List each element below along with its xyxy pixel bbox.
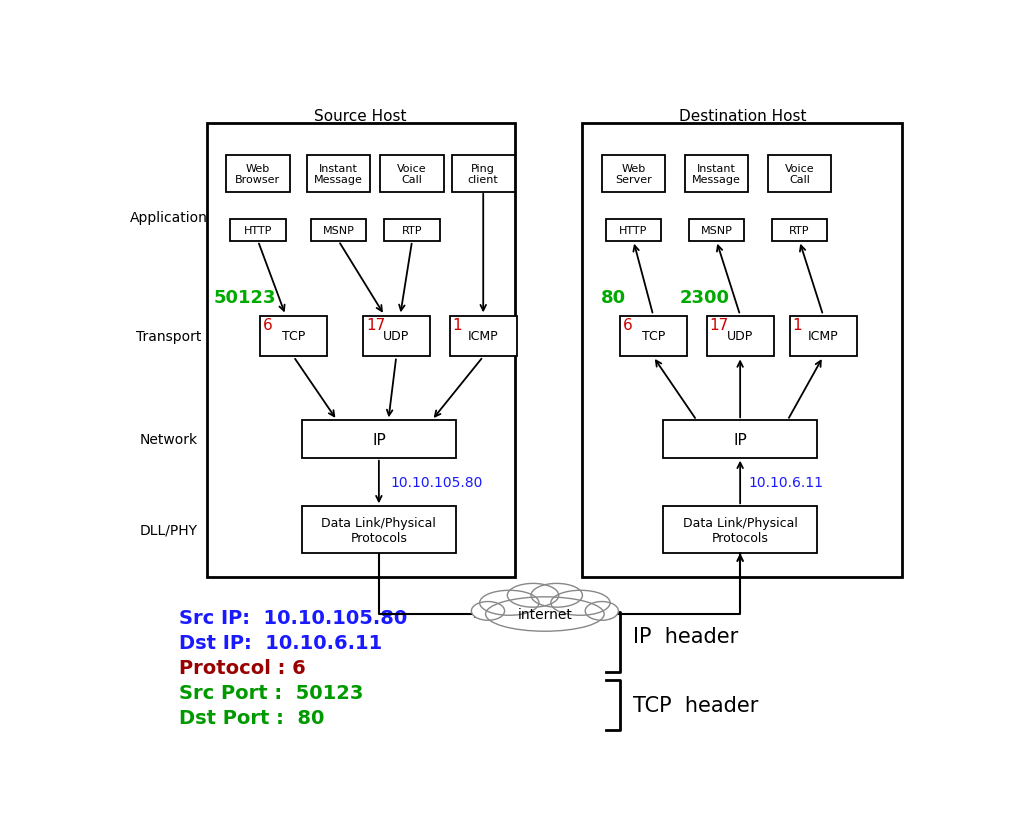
FancyBboxPatch shape [688,219,744,241]
Text: Data Link/Physical
Protocols: Data Link/Physical Protocols [682,516,797,544]
Text: Ping
client: Ping client [468,164,498,185]
FancyBboxPatch shape [449,316,517,356]
Text: 10.10.6.11: 10.10.6.11 [747,476,822,490]
Text: RTP: RTP [789,225,809,236]
Text: 80: 80 [600,289,626,307]
FancyBboxPatch shape [302,507,455,553]
FancyBboxPatch shape [307,155,370,193]
Text: TCP  header: TCP header [633,695,758,715]
Text: ICMP: ICMP [468,330,498,343]
Text: Voice
Call: Voice Call [784,164,813,185]
Text: Src IP:  10.10.105.80: Src IP: 10.10.105.80 [178,608,407,627]
Text: Source Host: Source Host [314,109,407,124]
Text: IP: IP [733,432,746,447]
Text: MSNP: MSNP [700,225,732,236]
Text: 1: 1 [792,318,802,333]
Ellipse shape [479,590,538,615]
Text: internet: internet [517,607,572,621]
Text: 17: 17 [366,318,385,333]
FancyBboxPatch shape [662,421,816,458]
Text: Transport: Transport [136,329,201,343]
Text: Network: Network [140,433,198,447]
Text: ICMP: ICMP [807,330,838,343]
Text: UDP: UDP [727,330,752,343]
FancyBboxPatch shape [619,316,686,356]
Text: HTTP: HTTP [619,225,647,236]
Text: MSNP: MSNP [322,225,355,236]
FancyBboxPatch shape [771,219,826,241]
Text: 6: 6 [623,318,632,333]
Text: RTP: RTP [401,225,422,236]
Text: Dst Port :  80: Dst Port : 80 [178,708,324,727]
Ellipse shape [585,602,618,620]
FancyBboxPatch shape [605,219,660,241]
Text: 17: 17 [709,318,729,333]
Text: IP  header: IP header [633,626,738,646]
Text: Data Link/Physical
Protocols: Data Link/Physical Protocols [321,516,436,544]
FancyBboxPatch shape [302,421,455,458]
FancyBboxPatch shape [226,155,289,193]
FancyBboxPatch shape [601,155,664,193]
Ellipse shape [531,584,582,607]
Text: 6: 6 [263,318,272,333]
Text: Dst IP:  10.10.6.11: Dst IP: 10.10.6.11 [178,633,382,652]
Text: TCP: TCP [281,330,305,343]
Bar [582,124,902,577]
Text: Instant
Message: Instant Message [691,164,740,185]
Text: Voice
Call: Voice Call [396,164,427,185]
FancyBboxPatch shape [311,219,366,241]
FancyBboxPatch shape [384,219,439,241]
Text: 2300: 2300 [679,289,729,307]
FancyBboxPatch shape [230,219,285,241]
FancyBboxPatch shape [684,155,747,193]
Text: Web
Server: Web Server [614,164,651,185]
Text: Src Port :  50123: Src Port : 50123 [178,683,363,702]
FancyBboxPatch shape [260,316,327,356]
Text: Instant
Message: Instant Message [314,164,363,185]
FancyBboxPatch shape [451,155,515,193]
Ellipse shape [485,597,603,632]
Text: DLL/PHY: DLL/PHY [140,523,198,537]
Ellipse shape [550,590,609,615]
Text: IP: IP [372,432,385,447]
Text: Application: Application [129,211,207,225]
Text: Web
Browser: Web Browser [235,164,280,185]
Text: UDP: UDP [383,330,409,343]
Text: 10.10.105.80: 10.10.105.80 [390,476,483,490]
FancyBboxPatch shape [767,155,830,193]
FancyBboxPatch shape [662,507,816,553]
Ellipse shape [471,602,504,620]
FancyBboxPatch shape [789,316,856,356]
Text: Destination Host: Destination Host [678,109,805,124]
Bar [206,124,515,577]
Text: TCP: TCP [641,330,664,343]
Text: HTTP: HTTP [244,225,272,236]
FancyBboxPatch shape [380,155,443,193]
Text: Protocol : 6: Protocol : 6 [178,657,306,676]
FancyBboxPatch shape [706,316,773,356]
Ellipse shape [506,584,558,607]
Text: 1: 1 [452,318,462,333]
Text: 50123: 50123 [213,289,275,307]
FancyBboxPatch shape [363,316,429,356]
